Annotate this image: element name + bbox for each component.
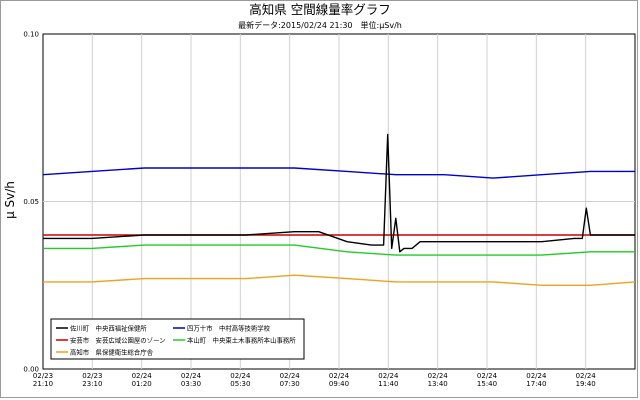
x-tick-time: 21:10 [33, 380, 53, 388]
series-line [43, 133, 635, 253]
x-tick-time: 17:40 [526, 380, 546, 388]
x-tick-date: 02/24 [526, 372, 547, 380]
x-tick-date: 02/24 [230, 372, 251, 380]
x-tick-time: 09:40 [329, 380, 349, 388]
y-tick-label: 0.05 [23, 198, 39, 206]
y-tick-labels: 0.00 0.05 0.10 [23, 31, 39, 374]
x-tick-time: 05:30 [230, 380, 250, 388]
y-axis-label: μ Sv/h [3, 181, 17, 219]
x-tick-time: 23:10 [82, 380, 102, 388]
legend-label: 四万十市 中村高等技術学校 [187, 323, 271, 332]
x-tick-date: 02/24 [329, 372, 350, 380]
x-tick-time: 03:30 [181, 380, 201, 388]
series-lines [42, 133, 636, 286]
x-tick-time: 01:20 [132, 380, 152, 388]
series-line [43, 274, 636, 286]
x-tick-date: 02/24 [280, 372, 301, 380]
x-tick-date: 02/24 [576, 372, 597, 380]
legend-label: 佐川町 中央西福祉保健所 [70, 323, 147, 332]
y-tick-label: 0.00 [23, 366, 39, 374]
legend-box [50, 318, 305, 360]
legend-label: 高知市 県保健衛生総合庁舎 [70, 347, 154, 356]
chart-subtitle: 最新データ:2015/02/24 21:30 単位:μSv/h [238, 20, 402, 30]
series-line [43, 244, 635, 256]
x-tick-time: 11:40 [378, 380, 398, 388]
x-tick-date: 02/24 [132, 372, 153, 380]
legend-label: 安芸市 安芸広域公園屋のゾーン [70, 335, 166, 344]
chart-title: 高知県 空間線量率グラフ [249, 2, 390, 17]
x-tick-time: 15:40 [477, 380, 497, 388]
x-tick-time: 07:30 [280, 380, 300, 388]
x-tick-date: 02/24 [181, 372, 202, 380]
series-line [42, 167, 635, 179]
x-tick-date: 02/24 [378, 372, 399, 380]
x-tick-date: 02/23 [33, 372, 53, 380]
x-tick-date: 02/24 [428, 372, 449, 380]
x-tick-time: 13:40 [428, 380, 448, 388]
x-tick-time: 19:40 [576, 380, 596, 388]
x-tick-date: 02/24 [477, 372, 498, 380]
x-tick-labels: 02/2321:1002/2323:1002/2401:2002/2403:30… [33, 372, 596, 388]
grid-lines [43, 34, 635, 369]
x-tick-date: 02/23 [82, 372, 102, 380]
y-tick-label: 0.10 [23, 31, 39, 39]
legend-label: 本山町 中央東土木事務所本山事務所 [187, 335, 296, 344]
